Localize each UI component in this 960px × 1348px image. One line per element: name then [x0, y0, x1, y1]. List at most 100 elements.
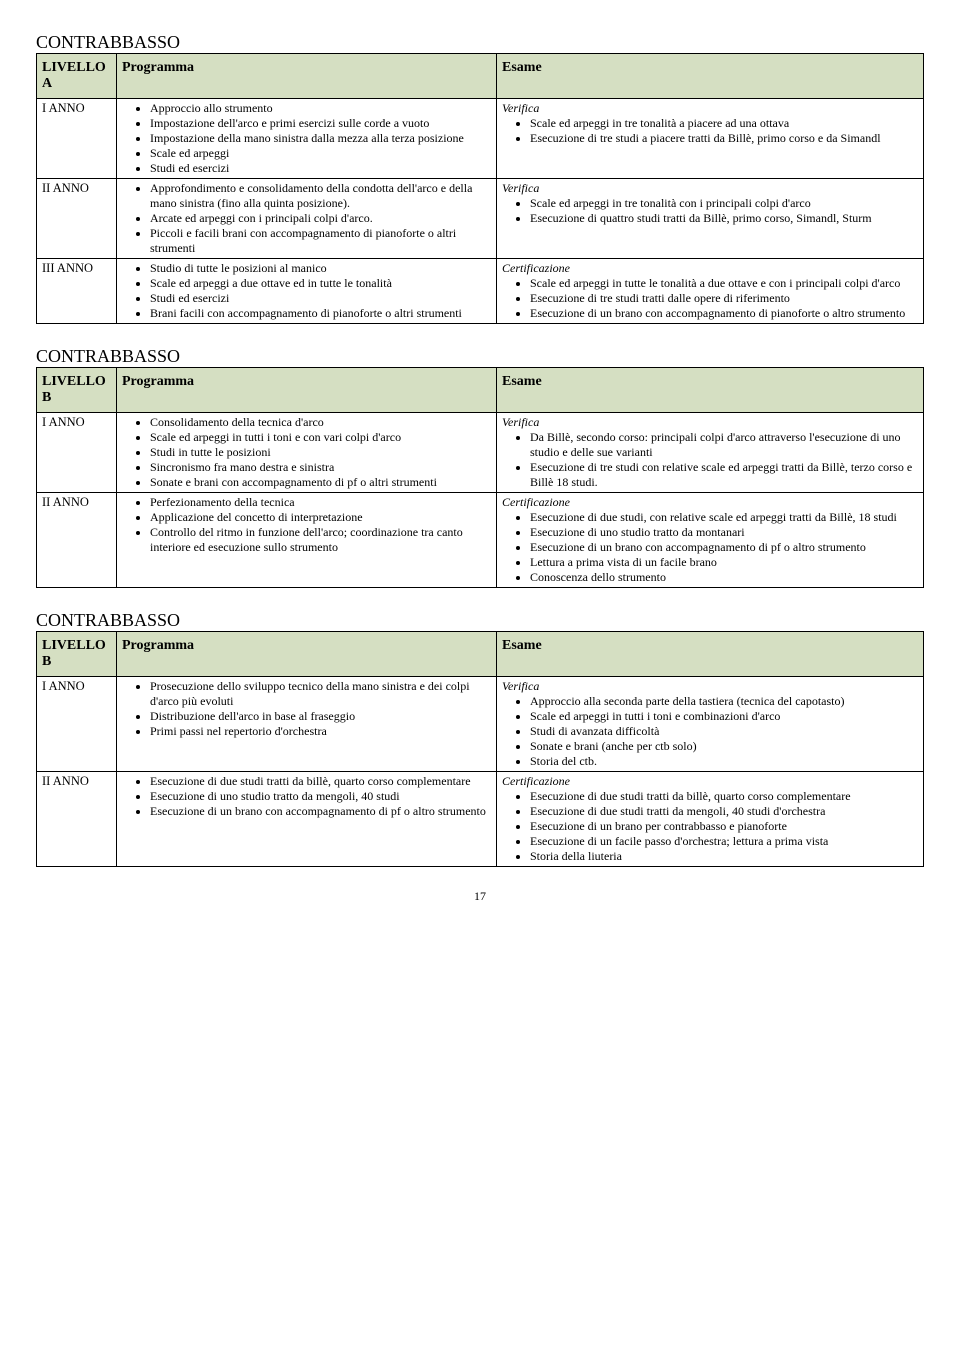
curriculum-table: LIVELLOBProgrammaEsame I ANNO Prosecuzione…: [36, 631, 924, 867]
level-header: LIVELLOB: [37, 632, 117, 677]
programma-item: Studi in tutte le posizioni: [150, 445, 491, 460]
programma-header: Programma: [117, 632, 497, 677]
year-label: I ANNO: [37, 677, 117, 772]
year-label: II ANNO: [37, 493, 117, 588]
esame-item: Scale ed arpeggi in tutte le tonalità a …: [530, 276, 918, 291]
programma-item: Esecuzione di due studi tratti da billè,…: [150, 774, 491, 789]
programma-item: Scale ed arpeggi in tutti i toni e con v…: [150, 430, 491, 445]
programma-item: Perfezionamento della tecnica: [150, 495, 491, 510]
programma-item: Approfondimento e consolidamento della c…: [150, 181, 491, 211]
esame-cell: VerificaScale ed arpeggi in tre tonalità…: [497, 179, 924, 259]
year-label: I ANNO: [37, 99, 117, 179]
esame-item: Conoscenza dello strumento: [530, 570, 918, 585]
section-title: CONTRABBASSO: [36, 346, 924, 367]
programma-item: Piccoli e facili brani con accompagnamen…: [150, 226, 491, 256]
esame-header: Esame: [497, 368, 924, 413]
esame-item: Scale ed arpeggi in tre tonalità a piace…: [530, 116, 918, 131]
programma-item: Approccio allo strumento: [150, 101, 491, 116]
esame-subheading: Verifica: [502, 181, 918, 196]
esame-item: Approccio alla seconda parte della tasti…: [530, 694, 918, 709]
programma-item: Sincronismo fra mano destra e sinistra: [150, 460, 491, 475]
table-row: I ANNO Prosecuzione dello sviluppo tecnic…: [37, 677, 924, 772]
esame-item: Lettura a prima vista di un facile brano: [530, 555, 918, 570]
esame-item: Esecuzione di un brano con accompagnamen…: [530, 306, 918, 321]
programma-header: Programma: [117, 54, 497, 99]
programma-item: Consolidamento della tecnica d'arco: [150, 415, 491, 430]
programma-item: Impostazione dell'arco e primi esercizi …: [150, 116, 491, 131]
programma-item: Controllo del ritmo in funzione dell'arc…: [150, 525, 491, 555]
esame-cell: VerificaApproccio alla seconda parte del…: [497, 677, 924, 772]
programma-item: Distribuzione dell'arco in base al frase…: [150, 709, 491, 724]
programma-cell: Approfondimento e consolidamento della c…: [117, 179, 497, 259]
level-header: LIVELLOA: [37, 54, 117, 99]
programma-item: Studio di tutte le posizioni al manico: [150, 261, 491, 276]
programma-item: Esecuzione di uno studio tratto da mengo…: [150, 789, 491, 804]
esame-item: Esecuzione di quattro studi tratti da Bi…: [530, 211, 918, 226]
table-row: II ANNOPerfezionamento della tecnicaAppl…: [37, 493, 924, 588]
table-row: III ANNOStudio di tutte le posizioni al …: [37, 259, 924, 324]
programma-cell: Consolidamento della tecnica d'arcoScale…: [117, 413, 497, 493]
esame-item: Studi di avanzata difficoltà: [530, 724, 918, 739]
programma-item: Studi ed esercizi: [150, 291, 491, 306]
esame-subheading: Certificazione: [502, 495, 918, 510]
programma-item: Esecuzione di un brano con accompagnamen…: [150, 804, 491, 819]
programma-header: Programma: [117, 368, 497, 413]
programma-item: Scale ed arpeggi a due ottave ed in tutt…: [150, 276, 491, 291]
page-number: 17: [36, 889, 924, 904]
table-row: I ANNOConsolidamento della tecnica d'arc…: [37, 413, 924, 493]
esame-cell: CertificazioneScale ed arpeggi in tutte …: [497, 259, 924, 324]
programma-item: Scale ed arpeggi: [150, 146, 491, 161]
esame-item: Storia della liuteria: [530, 849, 918, 864]
year-label: II ANNO: [37, 179, 117, 259]
esame-item: Esecuzione di tre studi tratti dalle ope…: [530, 291, 918, 306]
esame-item: Esecuzione di un brano con accompagnamen…: [530, 540, 918, 555]
esame-subheading: Verifica: [502, 679, 918, 694]
esame-subheading: Certificazione: [502, 261, 918, 276]
table-row: II ANNO Approfondimento e consolidamento …: [37, 179, 924, 259]
table-row: I ANNOApproccio allo strumentoImpostazio…: [37, 99, 924, 179]
esame-subheading: Verifica: [502, 415, 918, 430]
esame-subheading: Certificazione: [502, 774, 918, 789]
esame-item: Esecuzione di due studi tratti da mengol…: [530, 804, 918, 819]
programma-cell: Prosecuzione dello sviluppo tecnico dell…: [117, 677, 497, 772]
section-title: CONTRABBASSO: [36, 32, 924, 53]
programma-item: Sonate e brani con accompagnamento di pf…: [150, 475, 491, 490]
programma-item: Arcate ed arpeggi con i principali colpi…: [150, 211, 491, 226]
year-label: I ANNO: [37, 413, 117, 493]
programma-item: Applicazione del concetto di interpretaz…: [150, 510, 491, 525]
table-row: II ANNO Esecuzione di due studi tratti da…: [37, 772, 924, 867]
esame-header: Esame: [497, 632, 924, 677]
esame-cell: CertificazioneEsecuzione di due studi tr…: [497, 772, 924, 867]
esame-cell: VerificaScale ed arpeggi in tre tonalità…: [497, 99, 924, 179]
esame-item: Esecuzione di tre studi con relative sca…: [530, 460, 918, 490]
esame-cell: CertificazioneEsecuzione di due studi, c…: [497, 493, 924, 588]
level-header: LIVELLOB: [37, 368, 117, 413]
esame-item: Scale ed arpeggi in tre tonalità con i p…: [530, 196, 918, 211]
programma-cell: Esecuzione di due studi tratti da billè,…: [117, 772, 497, 867]
programma-cell: Studio di tutte le posizioni al manicoSc…: [117, 259, 497, 324]
esame-item: Esecuzione di due studi tratti da billè,…: [530, 789, 918, 804]
esame-item: Esecuzione di due studi, con relative sc…: [530, 510, 918, 525]
programma-item: Impostazione della mano sinistra dalla m…: [150, 131, 491, 146]
esame-cell: VerificaDa Billè, secondo corso: princip…: [497, 413, 924, 493]
esame-header: Esame: [497, 54, 924, 99]
programma-cell: Approccio allo strumentoImpostazione del…: [117, 99, 497, 179]
esame-item: Esecuzione di un brano per contrabbasso …: [530, 819, 918, 834]
curriculum-table: LIVELLOBProgrammaEsameI ANNOConsolidamen…: [36, 367, 924, 588]
programma-item: Prosecuzione dello sviluppo tecnico dell…: [150, 679, 491, 709]
programma-item: Studi ed esercizi: [150, 161, 491, 176]
esame-item: Esecuzione di tre studi a piacere tratti…: [530, 131, 918, 146]
esame-item: Scale ed arpeggi in tutti i toni e combi…: [530, 709, 918, 724]
esame-item: Esecuzione di uno studio tratto da monta…: [530, 525, 918, 540]
section-title: CONTRABBASSO: [36, 610, 924, 631]
esame-item: Storia del ctb.: [530, 754, 918, 769]
programma-item: Primi passi nel repertorio d'orchestra: [150, 724, 491, 739]
programma-cell: Perfezionamento della tecnicaApplicazion…: [117, 493, 497, 588]
esame-item: Da Billè, secondo corso: principali colp…: [530, 430, 918, 460]
esame-subheading: Verifica: [502, 101, 918, 116]
curriculum-table: LIVELLOAProgrammaEsameI ANNOApproccio al…: [36, 53, 924, 324]
year-label: II ANNO: [37, 772, 117, 867]
esame-item: Esecuzione di un facile passo d'orchestr…: [530, 834, 918, 849]
esame-item: Sonate e brani (anche per ctb solo): [530, 739, 918, 754]
programma-item: Brani facili con accompagnamento di pian…: [150, 306, 491, 321]
